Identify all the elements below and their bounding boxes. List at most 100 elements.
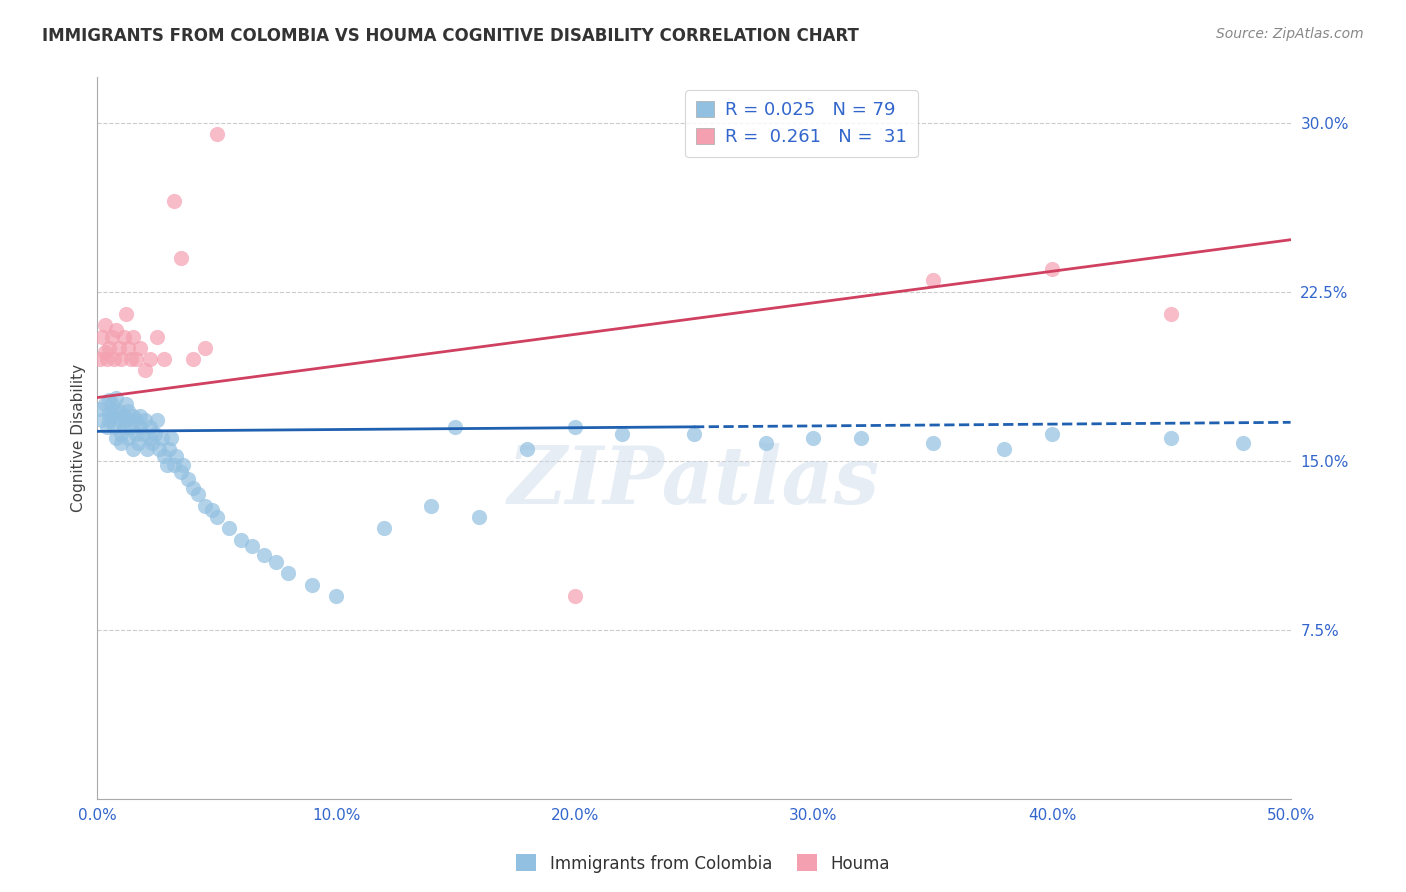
Point [122,442,145,457]
Point [146,329,169,343]
Point [1040,262,1063,277]
Point [163,458,186,472]
Point [112,329,135,343]
Point [108,341,131,355]
Point [420,499,443,513]
Point [444,420,467,434]
Text: Source: ZipAtlas.com: Source: ZipAtlas.com [1216,27,1364,41]
Point [612,426,634,441]
Point [112,409,135,423]
Point [110,426,132,441]
Point [146,413,169,427]
Point [849,431,872,445]
Point [110,435,132,450]
Point [117,404,139,418]
Legend: R = 0.025   N = 79, R =  0.261   N =  31: R = 0.025 N = 79, R = 0.261 N = 31 [685,90,918,157]
Point [301,577,323,591]
Point [160,431,183,445]
Point [98,341,121,355]
Point [93,345,115,359]
Point [229,533,252,547]
Point [201,503,224,517]
Y-axis label: Cognitive Disability: Cognitive Disability [72,364,86,512]
Point [205,510,228,524]
Point [468,510,491,524]
Point [153,449,176,463]
Point [683,426,706,441]
Point [93,397,115,411]
Point [100,409,122,423]
Point [89,401,111,416]
Point [801,431,824,445]
Point [124,426,146,441]
Point [100,329,122,343]
Point [115,307,138,321]
Point [266,555,288,569]
Point [181,352,204,367]
Point [117,431,139,445]
Point [1232,435,1254,450]
Point [98,413,121,427]
Point [170,251,193,265]
Point [564,589,586,603]
Point [194,341,217,355]
Point [153,352,176,367]
Point [1040,426,1063,441]
Point [108,413,131,427]
Point [218,521,240,535]
Point [108,404,131,418]
Point [194,499,217,513]
Point [921,435,943,450]
Point [373,521,395,535]
Point [96,352,118,367]
Point [143,426,166,441]
Point [134,413,156,427]
Point [187,487,209,501]
Point [96,420,118,434]
Point [141,435,163,450]
Point [122,329,145,343]
Point [103,352,125,367]
Point [110,352,132,367]
Point [170,465,193,479]
Point [177,472,200,486]
Point [242,539,264,553]
Point [91,413,114,427]
Point [91,329,114,343]
Point [124,413,146,427]
Point [1160,307,1182,321]
Point [89,352,111,367]
Point [163,194,186,209]
Point [129,420,152,434]
Point [105,391,128,405]
Point [181,481,204,495]
Point [112,420,135,434]
Legend: Immigrants from Colombia, Houma: Immigrants from Colombia, Houma [509,847,897,880]
Point [124,352,146,367]
Point [98,392,121,407]
Point [115,413,138,427]
Point [165,449,187,463]
Point [129,341,152,355]
Point [205,127,228,141]
Point [150,431,173,445]
Point [564,420,586,434]
Point [129,409,152,423]
Point [120,352,142,367]
Point [105,323,128,337]
Point [120,420,142,434]
Text: ZIPatlas: ZIPatlas [508,442,880,520]
Point [155,458,177,472]
Point [127,435,149,450]
Point [325,589,347,603]
Point [139,420,162,434]
Point [136,442,159,457]
Point [1160,431,1182,445]
Point [93,318,115,333]
Point [172,458,194,472]
Point [253,549,276,563]
Point [139,352,162,367]
Point [134,363,156,377]
Point [103,420,125,434]
Point [100,397,122,411]
